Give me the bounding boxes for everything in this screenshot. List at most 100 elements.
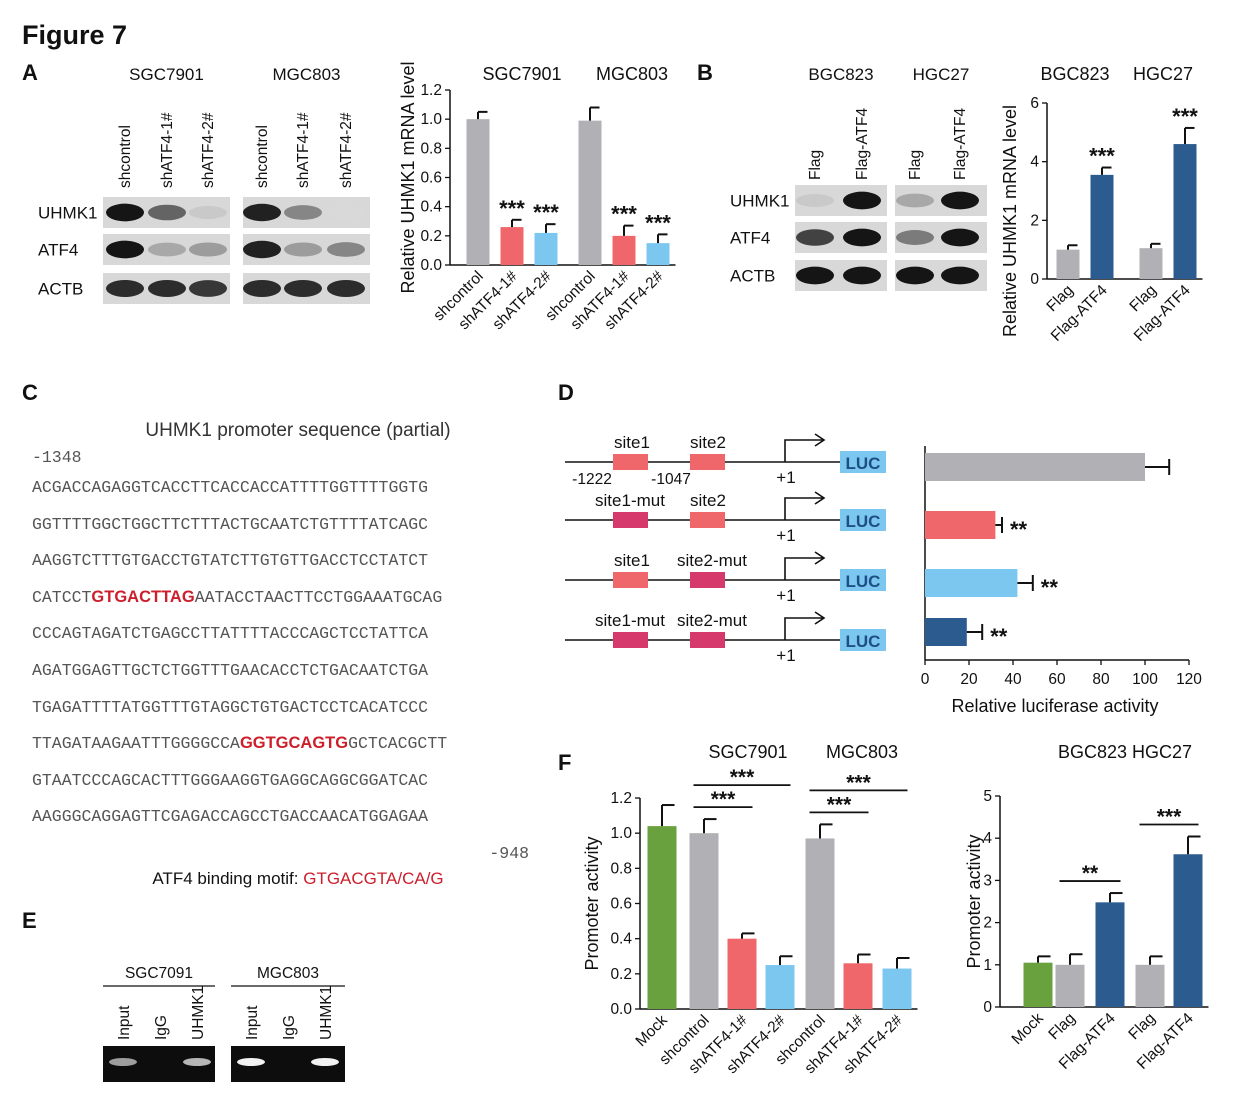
tss-label: +1 [776,586,795,605]
lane-label: Flag [907,150,924,180]
significance-label: ** [1082,862,1099,885]
y-tick-label: 0.0 [610,1001,632,1018]
site2-label: site2-mut [677,551,747,570]
bar [925,511,996,539]
group-label: SGC7901 [482,64,561,84]
site2-box [690,454,725,470]
protein-band [243,279,281,298]
site1-mutant-box [613,632,648,648]
lane-label: Flag [807,150,824,180]
bar [647,826,677,1009]
promoter-title: UHMK1 promoter sequence (partial) [145,420,450,441]
y-tick-label: 4 [983,830,992,847]
group-label: MGC803 [826,742,898,762]
significance-label: ** [990,624,1008,649]
significance-label: *** [846,771,871,794]
lane-label: IgG [281,1015,298,1040]
site2-mutant-box [690,632,725,648]
bar [534,232,558,265]
site2-label: site2 [690,433,726,452]
significance-label: ** [1041,575,1059,600]
tss-label: +1 [776,468,795,487]
motif-label: ATF4 binding motif: [152,869,303,888]
y-tick-label: 0.4 [610,931,632,948]
lane-label: shcontrol [254,125,271,188]
lane-label: shATF4-2# [338,112,355,188]
x-tick-label: 40 [1004,671,1022,688]
tss-arrow-icon [784,551,826,580]
y-tick-label: 1.0 [610,825,632,842]
panel-label-b: B [697,60,713,85]
tss-label: +1 [776,646,795,665]
lane-label: Input [244,1005,261,1040]
x-tick-label: 100 [1132,671,1158,688]
protein-band [148,242,186,257]
bar [882,968,912,1009]
lane-label: IgG [153,1015,170,1040]
protein-band [106,279,144,298]
site1-box [613,454,648,470]
lane-label: shATF4-1# [295,112,312,188]
sequence-line: AAGGGCAGGAGTTCGAGACCAGCCTGACCAACATGGAGAA [32,807,428,826]
site1-label: site1-mut [595,611,665,630]
pcr-band [183,1058,211,1066]
sequence-line: GTAATCCCAGCACTTTGGGAAGGTGAGGCAGGCGGATCAC [32,771,428,790]
sequence-line: GGTTTTGGCTGGCTTCTTTACTGCAATCTGTTTTATCAGC [32,515,428,534]
row-label-uhmk1: UHMK1 [38,204,98,223]
site2-label: site2-mut [677,611,747,630]
y-tick-label: 0 [983,999,992,1016]
significance-label: *** [730,766,755,789]
protein-band [941,228,979,247]
significance-label: *** [711,788,736,811]
bar [1023,962,1053,1007]
bar [1173,854,1203,1007]
bar [466,119,490,266]
lane-label: shATF4-2# [200,112,217,188]
y-tick-label: 1.2 [420,82,442,99]
site2-mutant-box [690,572,725,588]
panel-label-c: C [22,380,38,405]
motif-caption: ATF4 binding motif: GTGACGTA/CA/G [152,869,443,888]
bar [925,453,1145,481]
bar [727,938,757,1009]
sequence-line: TTAGATAAGAATTTGGGGCCAGGTGCAGTGGCTCACGCTT [32,734,447,753]
lane-label: UHMK1 [190,986,207,1040]
sequence-segment: GCTCACGCTT [348,734,448,754]
panel-label-e: E [22,908,37,933]
sequence-line: TGAGATTTTATGGTTTGTAGGCTGTGACTCCTCACATCCC [32,698,428,717]
protein-band [843,266,881,285]
protein-band [843,228,881,247]
y-tick-label: 0.6 [420,170,442,187]
y-tick-label: 1.0 [420,111,442,128]
bar [1135,964,1165,1007]
x-tick-label: 60 [1048,671,1066,688]
binding-site-motif: GGTGCAGTG [239,734,349,753]
bar [765,965,795,1009]
bar [1090,174,1114,279]
site1-label: site1 [614,433,650,452]
bar [1139,248,1163,279]
generated-marks: SGC7901 shcontrol shATF4-1# shATF4-2# MGC803… [38,61,1209,1082]
site1-box [613,572,648,588]
cell-line-label: MGC803 [257,965,319,982]
sequence-segment: AGATGGAGTTGCTCTGGTTTGAACACCTCTGACAATCTGA [32,661,429,680]
y-tick-label: 0.2 [610,966,632,983]
protein-band [189,242,227,257]
significance-label: *** [499,196,525,221]
y-tick-label: 1.2 [610,790,632,807]
promoter-start-position: -1348 [32,448,82,467]
bar [500,227,524,265]
protein-band [896,193,934,208]
protein-band [796,194,834,207]
significance-label: *** [1089,144,1115,169]
bar [646,243,670,265]
site2-label: site2 [690,491,726,510]
sequence-segment: GGTTTTGGCTGGCTTCTTTACTGCAATCTGTTTTATCAGC [32,514,429,534]
y-tick-label: 2 [983,915,992,932]
cell-line-label: SGC7901 [129,65,204,84]
protein-band [243,240,281,259]
pcr-band [311,1058,339,1066]
protein-band [243,203,281,222]
group-label: HGC27 [1133,64,1193,84]
